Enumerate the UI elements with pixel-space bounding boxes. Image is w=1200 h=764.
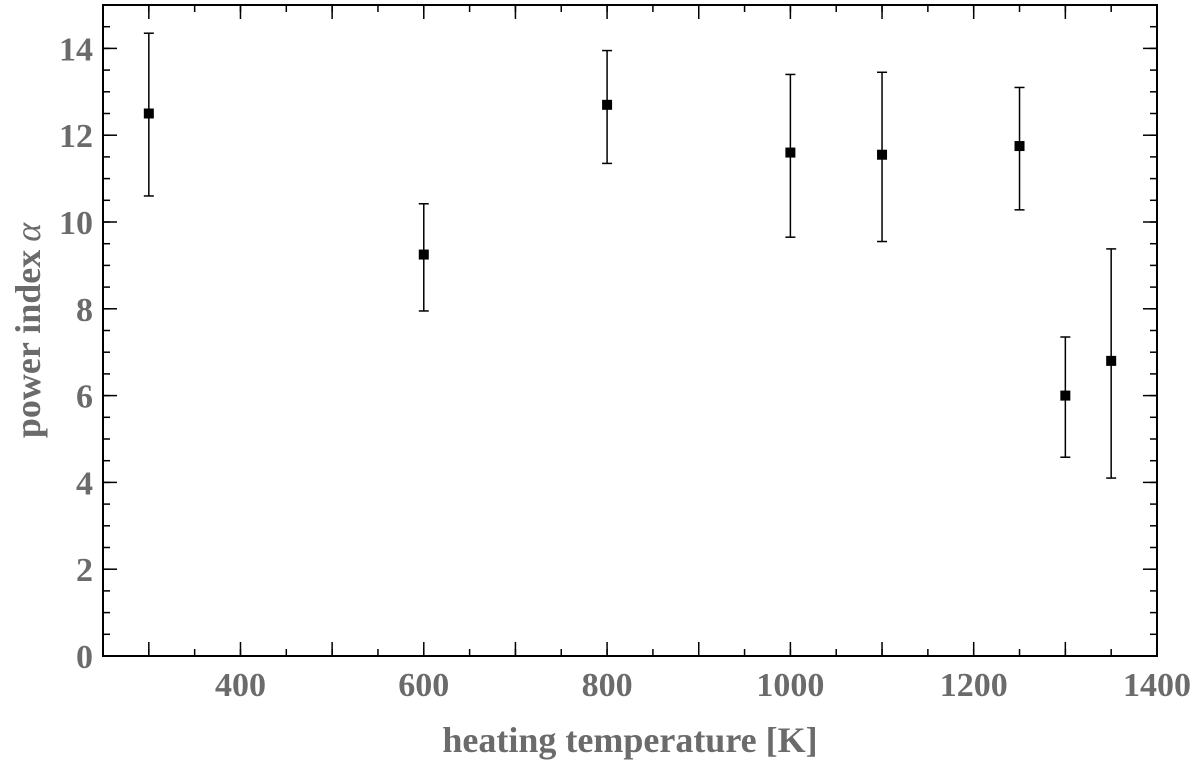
data-point	[1106, 355, 1117, 366]
y-tick-label: 12	[59, 118, 93, 155]
data-point	[602, 99, 613, 110]
major-ticks	[103, 5, 1158, 657]
y-tick-label: 2	[76, 552, 93, 589]
data-point	[143, 108, 154, 119]
y-axis-label: power index α	[8, 222, 48, 438]
data-point	[1014, 141, 1025, 152]
y-tick-label: 10	[59, 205, 93, 242]
y-tick-label: 4	[76, 465, 93, 502]
plot-frame	[102, 4, 1158, 657]
x-axis-label: heating temperature [K]	[442, 720, 817, 760]
x-tick-label: 600	[398, 667, 449, 704]
x-tick-label: 1000	[756, 667, 824, 704]
x-tick-label: 400	[215, 667, 266, 704]
y-axis-label-symbol: α	[8, 222, 48, 242]
y-tick-label: 8	[76, 292, 93, 329]
y-tick-label: 0	[76, 639, 93, 676]
y-tick-label: 6	[76, 379, 93, 416]
error-bars	[143, 32, 1117, 479]
data-point	[418, 249, 429, 260]
x-tick-label: 1200	[940, 667, 1008, 704]
tick-labels: 400 600 800 1000 1200 1400 0 2 4 6 8 10 12 14	[59, 31, 1191, 704]
minor-ticks	[102, 4, 1158, 657]
data-points	[143, 99, 1117, 401]
y-tick-label: 14	[59, 31, 93, 68]
x-tick-label: 1400	[1123, 667, 1191, 704]
data-point	[877, 149, 888, 160]
y-axis-label-text: power index	[8, 250, 48, 438]
data-point	[1060, 390, 1071, 401]
data-point	[785, 147, 796, 158]
x-tick-label: 800	[582, 667, 633, 704]
